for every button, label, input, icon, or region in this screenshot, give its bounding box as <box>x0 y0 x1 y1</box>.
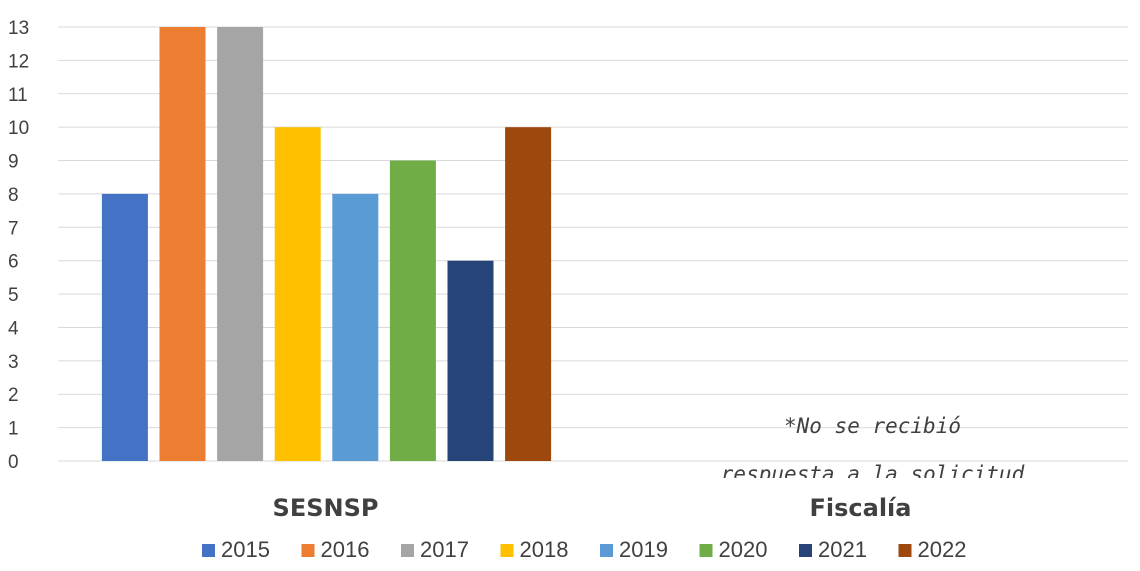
y-tick-label-11: 11 <box>8 85 28 106</box>
y-tick-label-2: 2 <box>8 385 19 406</box>
annotation: *No se recibió respuesta a la solicitud <box>721 414 1025 486</box>
legend-label-2021: 2021 <box>818 537 867 562</box>
legend-swatch-2017 <box>401 544 414 557</box>
legend-swatch-2022 <box>898 544 912 557</box>
legend-swatch-2021 <box>799 544 812 557</box>
legend-label-2018: 2018 <box>520 537 569 562</box>
category-label-1: Fiscalía <box>810 494 912 522</box>
y-tick-label-4: 4 <box>8 318 19 339</box>
y-tick-label-5: 5 <box>8 285 19 306</box>
y-tick-label-10: 10 <box>8 118 29 139</box>
bar-sesnsp-2016 <box>159 27 206 461</box>
bar-sesnsp-2021 <box>447 260 494 461</box>
y-tick-label-12: 12 <box>8 51 29 72</box>
y-tick-label-1: 1 <box>8 419 19 440</box>
bar-sesnsp-2022 <box>505 127 552 461</box>
bars <box>101 27 552 461</box>
y-tick-label-6: 6 <box>8 252 19 273</box>
bar-sesnsp-2017 <box>217 27 264 461</box>
y-tick-label-0: 0 <box>8 452 19 473</box>
legend-label-2016: 2016 <box>321 537 370 562</box>
bar-sesnsp-2019 <box>332 193 379 461</box>
bar-sesnsp-2020 <box>389 160 436 461</box>
legend-swatch-2020 <box>699 544 713 557</box>
legend-swatch-2019 <box>600 544 613 557</box>
y-tick-label-3: 3 <box>8 352 19 373</box>
y-tick-label-8: 8 <box>8 185 19 206</box>
annotation-line-1: respuesta a la solicitud <box>721 462 1025 486</box>
legend-label-2022: 2022 <box>918 537 967 562</box>
y-tick-label-13: 13 <box>8 18 29 39</box>
annotation-line-0: *No se recibió <box>784 414 961 438</box>
legend-swatch-2016 <box>301 544 315 557</box>
category-label-0: SESNSP <box>273 494 379 522</box>
legend-label-2019: 2019 <box>619 537 668 562</box>
legend-label-2020: 2020 <box>719 537 768 562</box>
legend-label-2017: 2017 <box>420 537 469 562</box>
legend-swatch-2015 <box>202 544 215 557</box>
legend-label-2015: 2015 <box>221 537 270 562</box>
bar-sesnsp-2015 <box>101 193 148 461</box>
y-tick-label-7: 7 <box>8 218 19 239</box>
bar-sesnsp-2018 <box>274 127 321 461</box>
legend: 2015 2016 2017 2018 2019 2020 2021 2022 <box>202 537 966 562</box>
y-tick-label-9: 9 <box>8 152 19 173</box>
legend-swatch-2018 <box>500 544 514 557</box>
x-axis-category-labels: SESNSP Fiscalía <box>273 494 912 522</box>
